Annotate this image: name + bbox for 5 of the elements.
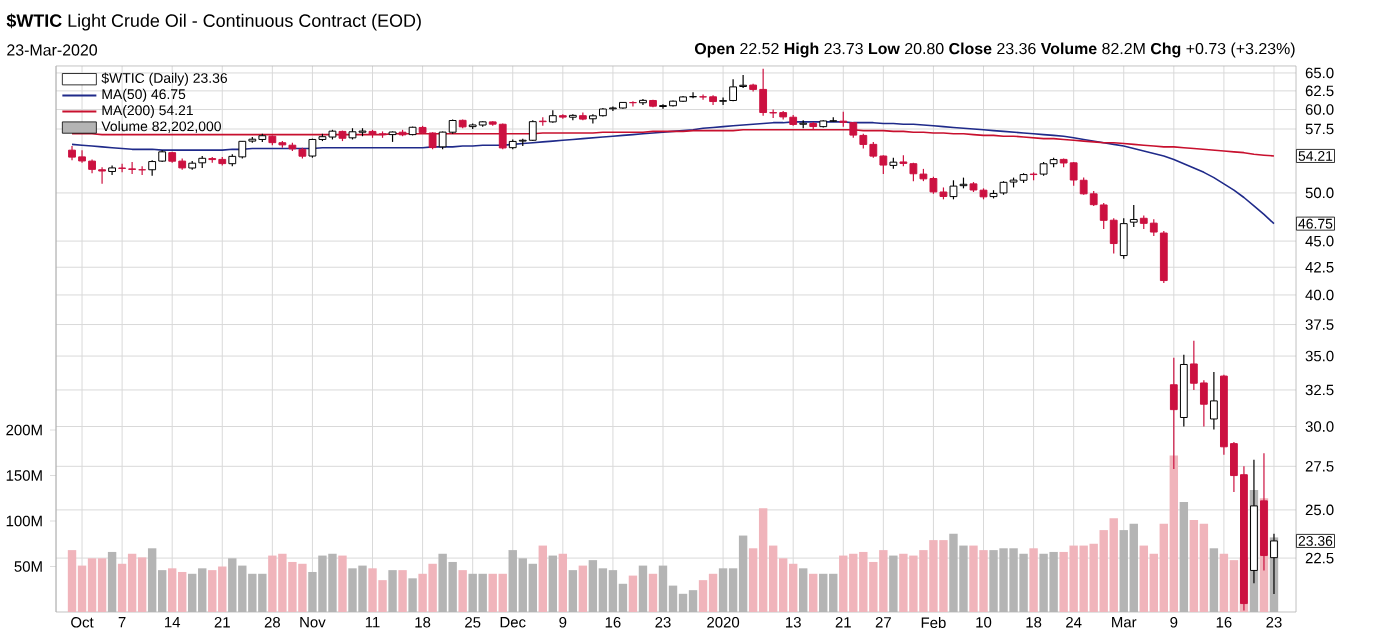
candlestick <box>1129 204 1138 228</box>
candlestick <box>1119 217 1128 260</box>
candlestick <box>108 164 116 176</box>
candlestick <box>1209 371 1218 431</box>
chart-title: $WTIC Light Crude Oil - Continuous Contract (EOD) <box>6 13 421 31</box>
